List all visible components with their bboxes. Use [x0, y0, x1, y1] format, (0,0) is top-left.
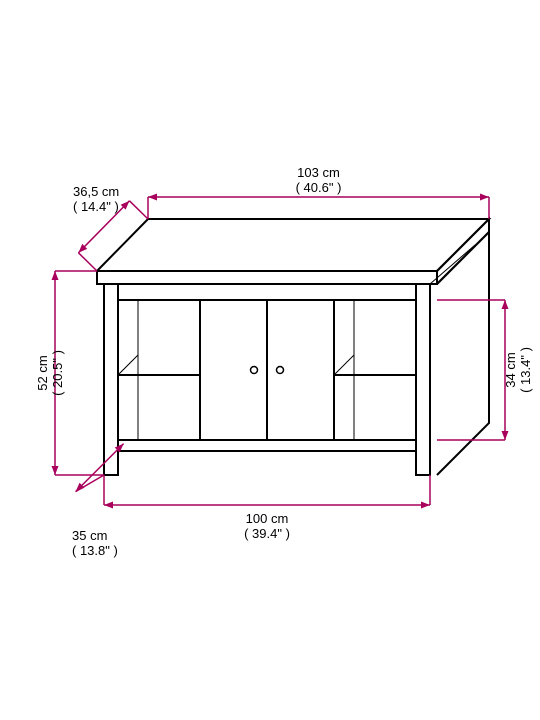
dim-depth_bot: 35 cm( 13.8" ) — [72, 528, 118, 558]
knob-right-icon — [277, 367, 284, 374]
dim-width_top: 103 cm( 40.6" ) — [296, 165, 342, 195]
dim-depth_top: 36,5 cm( 14.4" ) — [73, 184, 119, 214]
knob-left-icon — [251, 367, 258, 374]
dim-inner_h: 34 cm( 13.4" ) — [503, 347, 533, 393]
dim-height_left: 52 cm( 20.5" ) — [35, 350, 65, 396]
dim-width_bot: 100 cm( 39.4" ) — [244, 511, 290, 541]
